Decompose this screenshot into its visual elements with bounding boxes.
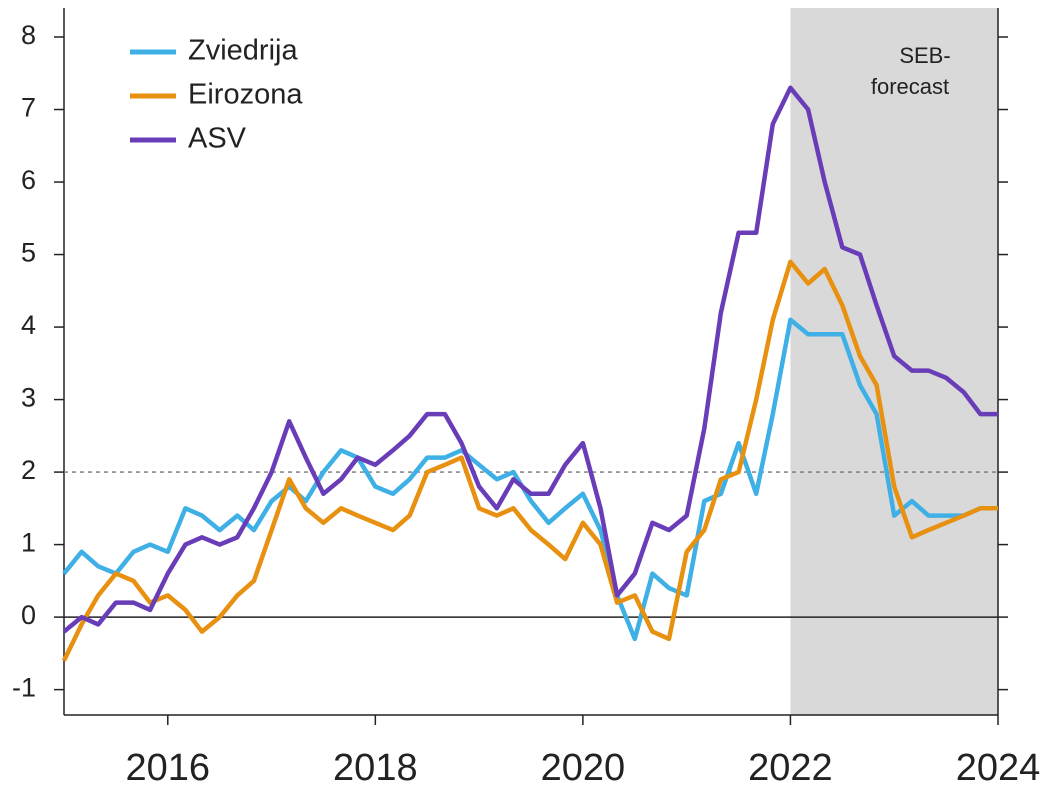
legend-label: Zviedrija <box>188 35 298 67</box>
series-line <box>62 317 998 642</box>
x-tick-label: 2018 <box>333 747 418 789</box>
forecast-region <box>790 8 998 715</box>
y-tick-label: 2 <box>21 455 36 485</box>
series-line <box>61 259 998 662</box>
x-tick-label: 2020 <box>541 747 626 789</box>
x-tick-label: 2016 <box>126 747 211 789</box>
y-tick-label: 4 <box>21 310 36 340</box>
legend-label: Eirozona <box>188 79 303 111</box>
y-tick-label: -1 <box>12 673 36 703</box>
y-tick-label: 1 <box>21 528 36 558</box>
x-tick-label: 2022 <box>748 747 833 789</box>
y-tick-label: 0 <box>21 600 36 630</box>
y-tick-label: 7 <box>21 93 36 123</box>
y-tick-label: 6 <box>21 165 36 195</box>
y-tick-label: 5 <box>21 238 36 268</box>
legend-label: ASV <box>188 123 247 155</box>
y-tick-label: 8 <box>21 20 36 50</box>
annotation: SEB- <box>899 43 950 68</box>
x-tick-label: 2024 <box>956 747 1041 789</box>
y-tick-label: 3 <box>21 383 36 413</box>
annotation: forecast <box>871 74 949 99</box>
series-line <box>62 85 998 634</box>
